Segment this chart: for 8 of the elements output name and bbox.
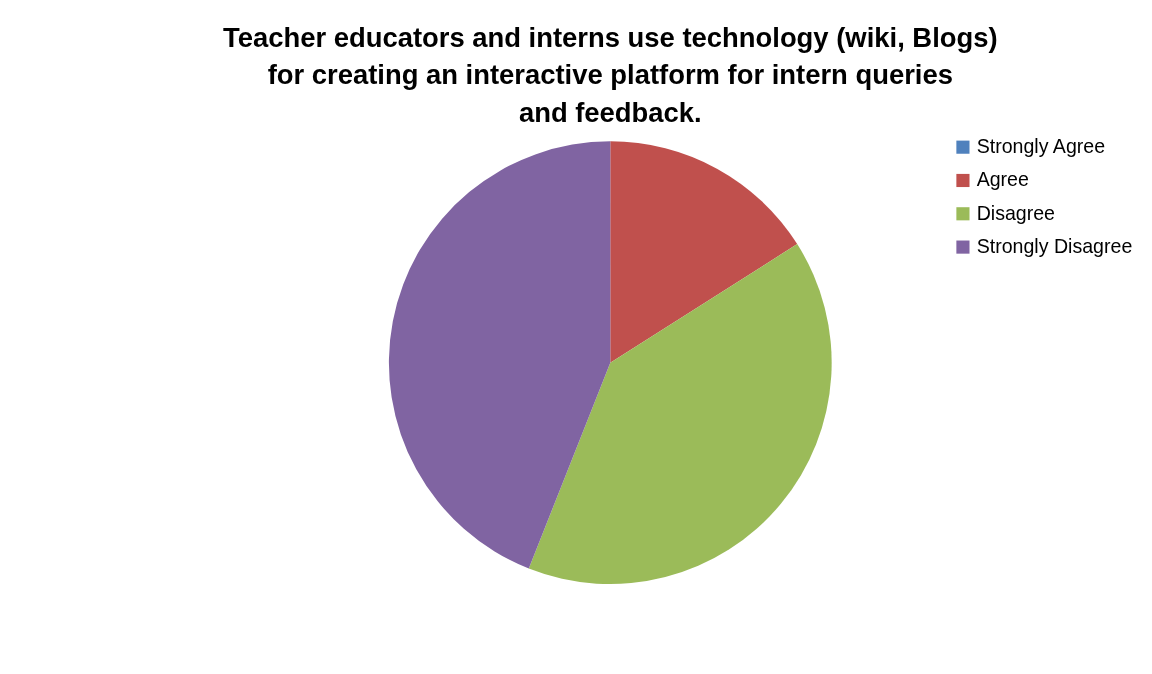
- pie-slice: [389, 141, 611, 569]
- pie-slice: [610, 141, 798, 363]
- legend-label: Disagree: [976, 201, 1056, 224]
- legend-label: Agree: [976, 168, 1030, 191]
- legend-label: Strongly Disagree: [976, 234, 1133, 257]
- chart-title: Teacher educators and interns use technology (wiki, Blogs) for creating an interactive platform for intern queries and feedback.: [222, 22, 998, 128]
- legend-label: Strongly Agree: [976, 135, 1106, 158]
- pie-slice: [528, 244, 832, 585]
